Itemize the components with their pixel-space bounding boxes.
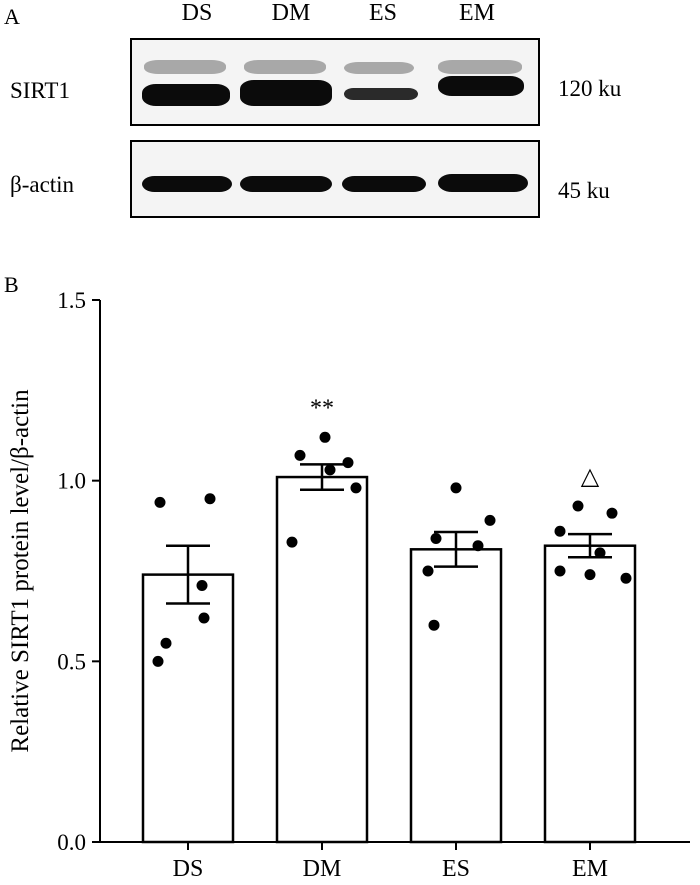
blot-row-label-actin: β-actin (10, 172, 75, 197)
band-actin-es (342, 176, 426, 192)
band-actin-ds (142, 176, 232, 192)
band-sirt1-ds (142, 84, 230, 106)
x-tick-label: DM (303, 856, 342, 882)
data-point (294, 449, 306, 461)
lane-label-em: EM (459, 0, 495, 26)
band-actin-dm (240, 176, 332, 192)
chart-error-bars (166, 463, 612, 605)
blot-size-label-sirt1: 120 ku (558, 76, 622, 101)
data-point (422, 565, 434, 577)
data-point (484, 514, 496, 526)
chart-labels: Relative SIRT1 protein level/β-actin ** △ (7, 389, 600, 753)
lane-label-ds: DS (181, 0, 213, 26)
data-point (606, 507, 618, 519)
lane-label-es: ES (368, 0, 397, 26)
data-point (154, 496, 166, 508)
blot-size-label-actin: 45 ku (558, 178, 610, 203)
data-point (554, 565, 566, 577)
band-actin-em (438, 174, 528, 192)
x-tick-label: ES (442, 856, 470, 882)
chart-bars (141, 475, 637, 844)
significance-annotation: △ (581, 464, 600, 490)
blot-row-label-sirt1: SIRT1 (10, 78, 70, 103)
panel-a-label: A (4, 4, 20, 29)
bar (141, 573, 235, 844)
data-point (324, 464, 336, 476)
data-point (342, 457, 354, 469)
y-tick-label: 1.0 (57, 469, 86, 494)
x-tick-label: DS (173, 856, 204, 882)
data-point (430, 532, 442, 544)
blot-sirt1 (130, 38, 540, 126)
data-point (196, 579, 208, 591)
y-tick-label: 0.5 (57, 649, 86, 674)
data-point (204, 493, 216, 505)
lane-label-dm: DM (271, 0, 311, 26)
data-point (620, 572, 632, 584)
data-point (286, 536, 298, 548)
bar (275, 475, 369, 844)
band-sirt1-ds-upper (144, 60, 226, 74)
blot-actin (130, 140, 540, 218)
data-point (350, 482, 362, 494)
data-point (572, 500, 584, 512)
bar (543, 544, 637, 844)
data-point (554, 525, 566, 537)
data-point (584, 569, 596, 581)
data-point (198, 612, 210, 624)
data-point (450, 482, 462, 494)
x-tick-label: EM (572, 856, 608, 882)
band-sirt1-dm-upper (244, 60, 326, 74)
data-point (160, 637, 172, 649)
band-sirt1-em-upper (438, 60, 522, 74)
bar (409, 548, 503, 844)
data-point (428, 619, 440, 631)
data-point (594, 547, 606, 559)
y-tick-label: 0.0 (57, 830, 86, 855)
y-tick-label: 1.5 (57, 288, 86, 313)
band-sirt1-dm (240, 80, 332, 106)
chart-points (152, 431, 632, 667)
data-point (319, 431, 331, 443)
panel-b-label: B (4, 272, 19, 297)
band-sirt1-em (438, 76, 524, 96)
data-point (472, 540, 484, 552)
y-axis-label: Relative SIRT1 protein level/β-actin (7, 389, 34, 753)
data-point (152, 655, 164, 667)
significance-annotation: ** (310, 395, 334, 421)
band-sirt1-es-upper (344, 62, 414, 74)
band-sirt1-es (344, 88, 418, 100)
